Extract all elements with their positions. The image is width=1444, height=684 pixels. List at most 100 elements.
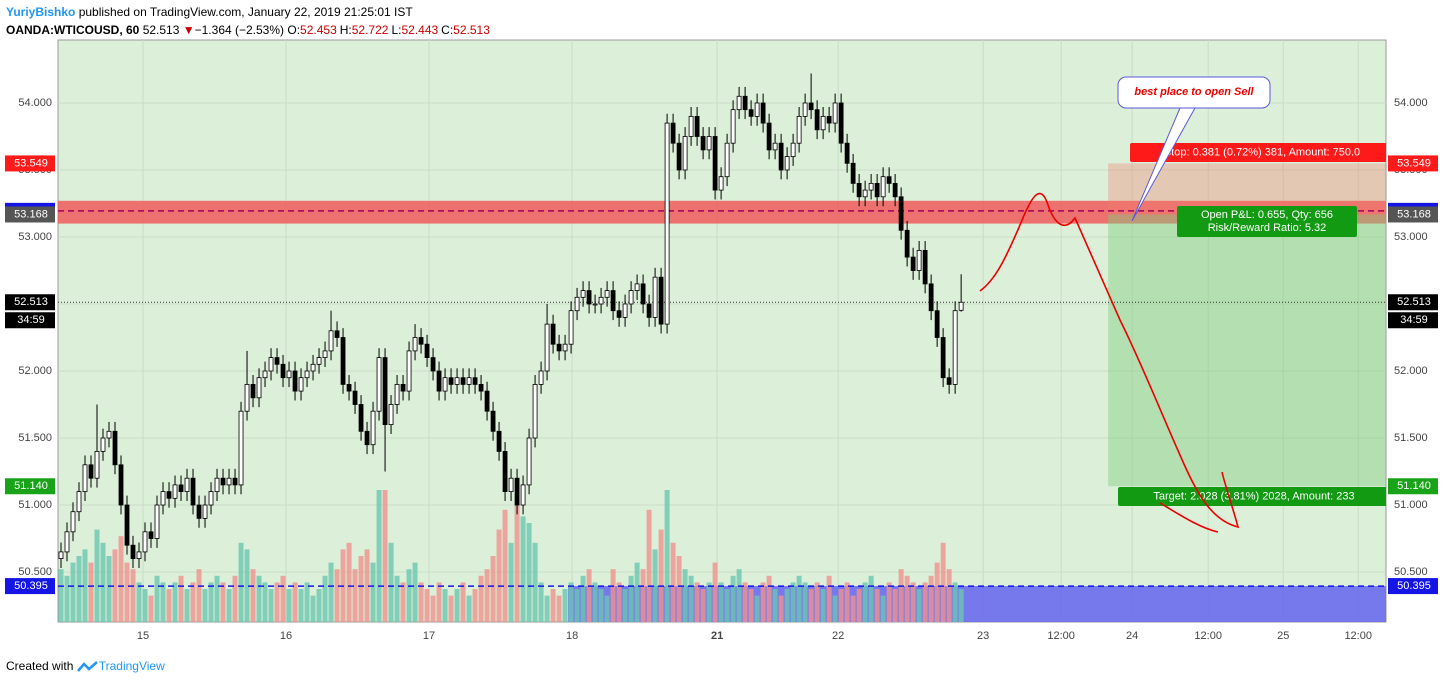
volume-bar [400,582,406,622]
volume-bar [826,575,832,622]
volume-bar [568,582,574,622]
candle-body [496,430,502,452]
candle-body [556,343,562,352]
forecast-curve [979,192,1240,533]
countdown: 34:59 [17,314,45,326]
candle-body [730,109,736,144]
volume-bar [94,529,100,622]
volume-bar [442,589,448,622]
candle-body [346,384,352,392]
volume-bar [370,562,376,622]
candle-body [58,551,64,560]
volume-bar [736,569,742,622]
overlay: 54.00054.00053.50053.50053.00053.00052.5… [5,76,1438,642]
volume-bar [250,569,256,622]
volume-bar [376,490,382,622]
author: YuriyBishko [6,5,76,19]
volume-bar [352,569,358,622]
candle-body [160,491,166,506]
volume-bar [502,509,508,622]
candle-body [844,142,850,164]
candle-body [604,290,610,298]
candle-body [610,290,616,312]
volume-bar [934,562,940,622]
volume-bar [472,589,478,622]
volume-bar [496,529,502,622]
candle-body [928,283,934,312]
candle-body [112,430,118,466]
volume-bar [478,575,484,622]
volume-bar [640,569,646,622]
price-label-box [1388,155,1438,172]
volume-bar [136,582,142,622]
candle-body [502,451,508,493]
volume-bar [106,556,112,622]
candle-body [124,504,130,546]
candle-body [712,136,718,191]
candle-body [580,290,586,298]
candle-body [568,310,574,345]
y-tick-label: 53.000 [18,231,52,243]
candle-body [448,377,454,385]
header-line: YuriyBishko published on TradingView.com… [6,5,413,19]
candle-body [184,477,190,493]
volume-bar [742,582,748,622]
candle-body [832,102,838,124]
candle-body [220,477,226,486]
candle-body [262,370,268,379]
candle-body [514,477,520,506]
volume-bar [262,582,268,622]
volume-bar [460,582,466,622]
pnl-box [1177,206,1357,237]
candle-body [640,283,646,305]
volume-bar [406,569,412,622]
volume-bar [454,589,460,622]
volume-bar [346,542,352,622]
volume-bar [238,542,244,622]
candle-body [394,384,400,405]
price-label-box [1388,206,1438,223]
published: published on TradingView.com, January 22… [78,5,413,19]
x-tick-label: 12:00 [1344,630,1372,642]
volume-bar [676,556,682,622]
candle-body [586,290,592,305]
volume-bar [862,582,868,622]
candle-body [250,384,256,399]
volume-bar [754,595,760,622]
volume-bar [844,582,850,622]
volume-bar [508,542,514,622]
logo [76,660,98,672]
price-label-box [5,578,55,595]
candle-body [100,437,106,452]
volume-bar [412,562,418,622]
candle-body [340,337,346,385]
volume-bar [634,562,640,622]
volume-bar [790,582,796,622]
volume-bar [154,575,160,622]
volume-bar [664,490,670,622]
volume-bar [766,575,772,622]
volume-bar [448,595,454,622]
brand: TradingView [98,659,165,673]
volume-bar [658,529,664,622]
candle-body [700,136,706,151]
candle-body [172,484,178,499]
change: −1.364 (−2.53%) [194,23,285,37]
candle-body [190,477,196,506]
candle-body [934,310,940,338]
candle-body [856,182,862,198]
candle-body [64,531,70,553]
candle-body [418,337,424,345]
volume-bar [286,589,292,622]
candle-body [898,196,904,231]
candle-body [382,357,388,426]
candle-body [742,95,748,111]
volume-bar [280,575,286,622]
candle-body [208,491,214,506]
candle-body [364,430,370,446]
volume-bar [160,582,166,622]
volume-bar [256,575,262,622]
ohlc-label: O: [287,23,301,37]
candle-body [436,370,442,392]
